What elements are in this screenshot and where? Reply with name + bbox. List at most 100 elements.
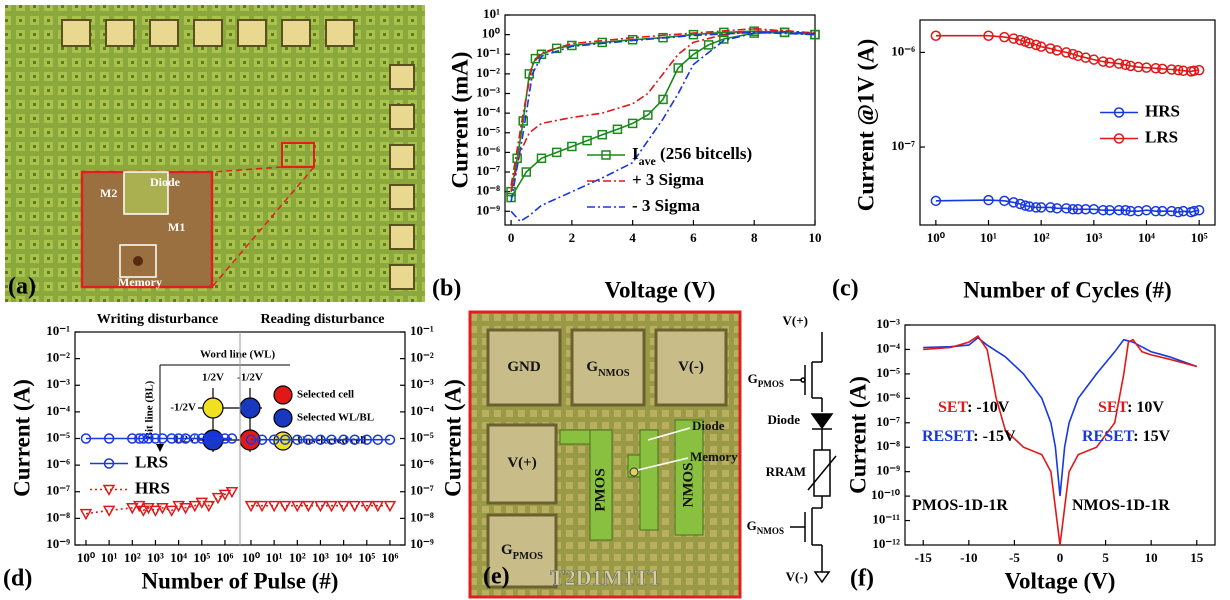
legend-label: HRS <box>135 478 170 497</box>
annotation-key: RESET <box>1082 428 1135 445</box>
label: GNMOS <box>747 518 784 536</box>
label-main: G <box>586 359 598 375</box>
y-tick-label: 10⁻⁶ <box>46 456 70 471</box>
panel-label: (c) <box>832 276 859 302</box>
y-axis-title: Current (mA) <box>447 52 472 189</box>
label-main: V(+) <box>507 455 536 471</box>
y-tick-label: 10⁻¹ <box>476 45 500 60</box>
cell-name: T2D1M1T1 <box>550 565 660 590</box>
inset-text: -1/2V <box>237 372 263 384</box>
micro-label: Diode <box>150 175 181 189</box>
x-tick-label: 10² <box>124 550 141 565</box>
y-tick-label: 10⁻¹² <box>872 536 900 551</box>
x-tick-label: 10² <box>1033 230 1050 245</box>
segment-title: Writing disturbance <box>97 312 218 327</box>
y-tick-label: 10⁻¹¹ <box>872 512 900 527</box>
marker <box>104 506 114 515</box>
y-tick-label: 10⁻⁴ <box>410 403 434 418</box>
y-tick-label: 10⁻² <box>46 350 70 365</box>
panel-label: (a) <box>8 274 36 300</box>
y-axis-title: Current (A) <box>9 379 34 497</box>
y-axis-title: Current (A) <box>845 376 870 494</box>
y-tick-label: 10⁻⁶ <box>476 143 500 158</box>
y-tick-label: 10⁻⁵ <box>46 429 70 444</box>
y-tick-label: 10⁻⁶ <box>410 456 434 471</box>
x-tick-label: 10³ <box>147 550 164 565</box>
legend-label: HRS <box>1145 101 1180 120</box>
y-tick-label: 10⁻¹ <box>46 323 70 338</box>
x-tick-label: 10⁴ <box>1138 230 1155 245</box>
x-tick-label: 5 <box>1102 550 1109 565</box>
y-tick-label: 10⁻⁹ <box>476 202 500 217</box>
figure: M2 Diode M1 Memory (a) Word line (WL) Bi… <box>0 0 1230 600</box>
inset-text: Word line (WL) <box>200 349 276 361</box>
y-tick-label: 10⁻⁹ <box>410 536 434 551</box>
legend-name: + 3 Sigma <box>632 170 705 189</box>
legend-label: LRS <box>1145 127 1178 146</box>
annotation-key: RESET <box>922 428 975 445</box>
y-tick-label: 10⁻⁴ <box>476 104 500 119</box>
label: V(-) <box>786 569 808 584</box>
x-tick-label: -15 <box>915 550 933 565</box>
y-tick-label: 10⁻¹ <box>410 323 434 338</box>
x-tick-label: 10⁵ <box>358 550 375 565</box>
x-tick-label: 10⁴ <box>170 550 187 565</box>
x-tick-label: 6 <box>690 230 697 245</box>
series-line <box>511 31 815 192</box>
schematic <box>790 332 836 582</box>
y-tick-label: 10⁻⁸ <box>476 183 500 198</box>
annotation: SET: 10V <box>1098 399 1164 416</box>
y-tick-label: 10⁻² <box>476 65 500 80</box>
y-axis-title: Current @1V (A) <box>853 39 879 212</box>
plot-frame <box>920 20 1215 225</box>
x-tick-label: 10¹ <box>266 550 283 565</box>
x-tick-label: 10¹ <box>101 550 118 565</box>
x-tick-label: 10⁰ <box>77 550 96 565</box>
x-tick-label: 0 <box>1057 550 1064 565</box>
annotation-text: NMOS-1D-1R <box>1072 497 1170 514</box>
panel-label: (e) <box>483 564 510 590</box>
x-tick-label: 10 <box>1145 550 1158 565</box>
y-tick-label: 10⁻⁵ <box>476 124 500 139</box>
annotation: RESET: 15V <box>1082 428 1171 445</box>
inset-text: Selected cell <box>297 389 354 401</box>
x-tick-label: 10 <box>809 230 822 245</box>
marker <box>197 498 207 507</box>
y-tick-label: 10⁻⁶ <box>876 389 900 404</box>
x-tick-label: 10⁵ <box>193 550 210 565</box>
label-main: Diode <box>768 412 801 427</box>
x-axis-title: Number of Pulse (#) <box>142 568 339 593</box>
label-main: V(-) <box>786 569 808 584</box>
x-tick-label: 15 <box>1190 550 1204 565</box>
marker <box>246 502 256 511</box>
inset-text: Bit line (BL) <box>144 380 156 439</box>
callout: Diode <box>692 418 725 433</box>
legend-label: + 3 Sigma <box>632 170 705 189</box>
y-tick-label: 10⁻³ <box>876 316 900 331</box>
legend-name: HRS <box>135 478 170 497</box>
x-tick-label: 4 <box>629 230 636 245</box>
y-tick-label: 10⁻⁷ <box>46 483 70 498</box>
x-tick-label: 0 <box>508 230 515 245</box>
micro-label: M2 <box>100 186 117 200</box>
label: RRAM <box>766 464 806 479</box>
device-label: PMOS <box>592 468 608 511</box>
y-tick-label: 10⁻⁹ <box>876 463 900 478</box>
label-sub: NMOS <box>598 368 630 379</box>
annotation-text: : -15V <box>973 428 1016 445</box>
label-main: G <box>748 371 758 386</box>
legend-name: LRS <box>1145 127 1178 146</box>
y-tick-label: 10⁰ <box>482 26 501 41</box>
x-axis-title: Number of Cycles (#) <box>963 277 1171 302</box>
y-tick-label: 10⁻⁷ <box>876 414 900 429</box>
legend-label: - 3 Sigma <box>632 196 701 215</box>
annotation: PMOS-1D-1R <box>912 497 1008 514</box>
y-tick-label: 10⁻² <box>410 350 434 365</box>
x-tick-label: 10⁰ <box>242 550 261 565</box>
legend-sub: ave <box>639 154 656 168</box>
inset-text: Selected WL/BL <box>297 412 374 424</box>
inset-text: -1/2V <box>170 402 196 414</box>
x-tick-label: 10¹ <box>980 230 997 245</box>
label-sub: NMOS <box>757 526 784 536</box>
legend-name: - 3 Sigma <box>632 196 701 215</box>
